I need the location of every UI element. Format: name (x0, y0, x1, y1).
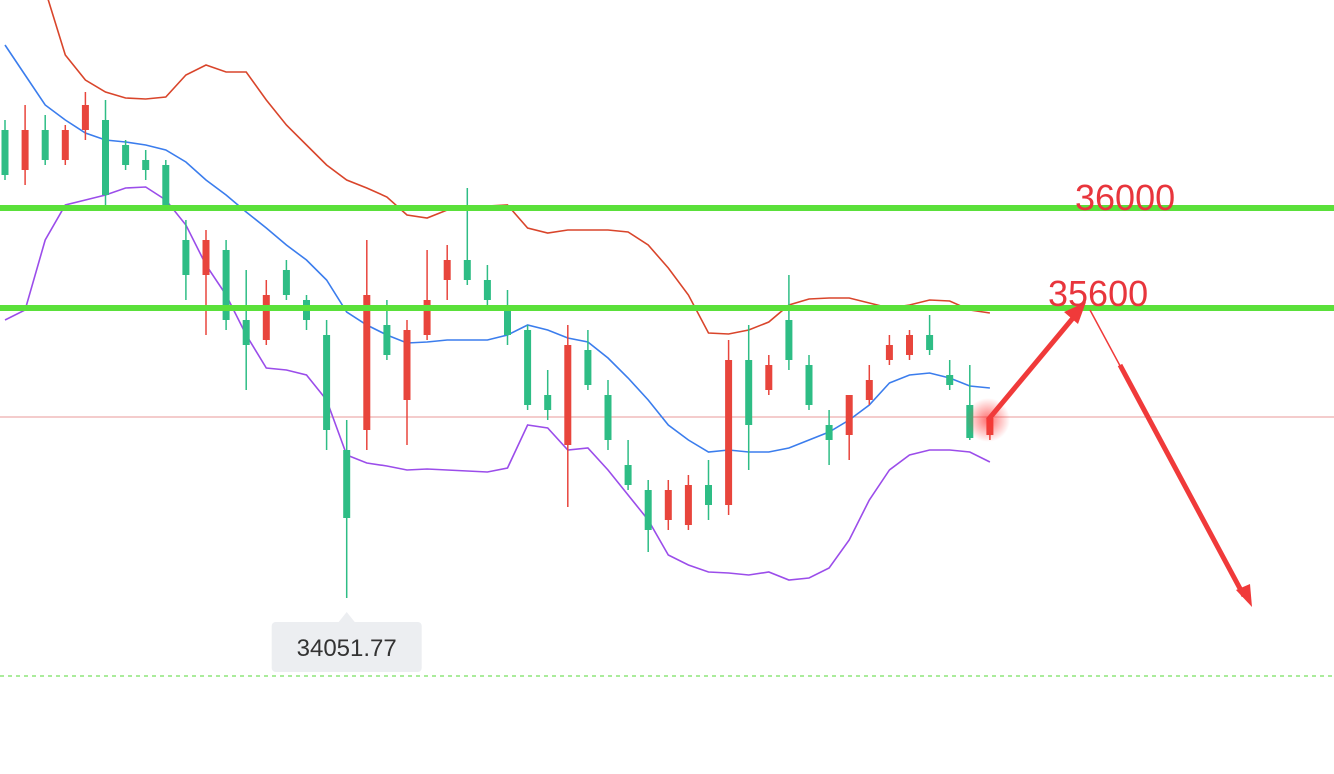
candle-body (705, 485, 712, 505)
low-label: 34051.77 (297, 635, 397, 662)
candle-body (21, 130, 29, 170)
forecast-arrows (966, 302, 1252, 607)
candle-body (343, 450, 351, 518)
candle-body (423, 300, 431, 335)
band-line (47, 0, 991, 335)
candle-body (564, 345, 572, 445)
candle-body (785, 320, 793, 360)
candle-body (222, 250, 230, 320)
candle-body (1, 130, 9, 175)
candle-body (61, 130, 69, 160)
candle-body (182, 240, 190, 275)
candle-body (242, 320, 250, 345)
candle-body (383, 325, 391, 355)
candle-body (323, 335, 331, 430)
candle-body (81, 105, 89, 130)
candle-body (805, 365, 813, 405)
candle-body (463, 260, 471, 280)
candle-body (584, 350, 592, 385)
candle-body (946, 375, 954, 385)
candle-body (403, 330, 411, 400)
band-line (4, 44, 990, 453)
candle-body (162, 165, 170, 205)
candle-body (41, 130, 49, 160)
candle-body (926, 335, 934, 350)
candle-body (443, 260, 451, 280)
candle-body (544, 395, 552, 410)
candle-body (262, 295, 270, 340)
band-line (4, 186, 991, 581)
candle-body (624, 465, 632, 485)
candle-body (202, 240, 210, 275)
candle-body (142, 160, 150, 170)
candle-body (664, 490, 672, 520)
candle-body (504, 310, 511, 335)
candle-body (885, 345, 893, 360)
candle-body (483, 280, 491, 300)
candle-body (906, 335, 913, 355)
level-label: 35600 (1048, 273, 1148, 314)
candle-body (765, 365, 773, 390)
candle-body (745, 360, 753, 425)
low-label-pointer (338, 612, 355, 622)
candle-body (825, 425, 833, 440)
candle-body (363, 295, 371, 430)
candle-body (122, 145, 130, 165)
candle-body (725, 360, 733, 505)
candle-body (282, 270, 290, 295)
candle-body (524, 330, 532, 405)
candle-body (102, 120, 109, 195)
candle-body (845, 395, 853, 435)
candle-body (684, 485, 692, 525)
level-label: 36000 (1075, 177, 1175, 218)
candle-body (604, 395, 612, 440)
low-label-box (271, 622, 422, 672)
candle-body (865, 380, 873, 400)
candle-body (644, 490, 652, 530)
